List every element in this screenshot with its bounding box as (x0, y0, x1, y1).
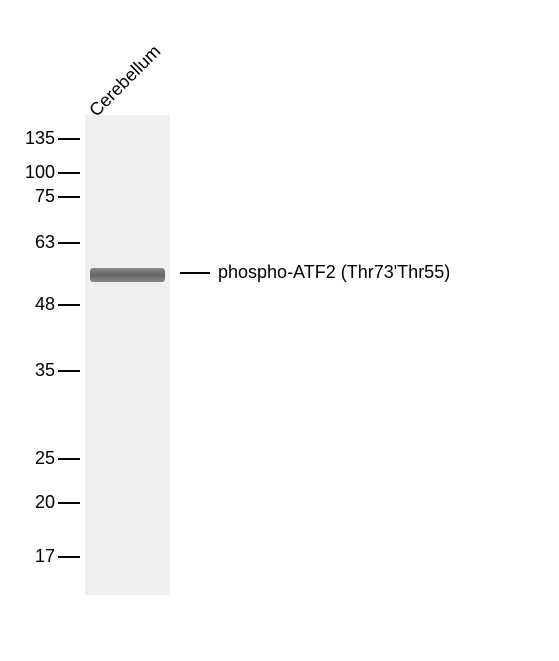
marker-tick-20 (58, 502, 80, 504)
marker-tick-48 (58, 304, 80, 306)
marker-48: 48 (30, 294, 55, 315)
marker-25: 25 (30, 448, 55, 469)
marker-63: 63 (30, 232, 55, 253)
marker-135: 135 (20, 128, 55, 149)
lane-label: Cerebellum (85, 41, 165, 121)
protein-band (90, 268, 165, 282)
marker-17: 17 (30, 546, 55, 567)
marker-tick-135 (58, 138, 80, 140)
western-blot-lane (85, 115, 170, 595)
marker-20: 20 (30, 492, 55, 513)
band-label-tick (180, 272, 210, 274)
marker-tick-25 (58, 458, 80, 460)
marker-100: 100 (20, 162, 55, 183)
marker-tick-35 (58, 370, 80, 372)
marker-tick-63 (58, 242, 80, 244)
marker-35: 35 (30, 360, 55, 381)
marker-75: 75 (30, 186, 55, 207)
marker-tick-75 (58, 196, 80, 198)
marker-tick-100 (58, 172, 80, 174)
band-label: phospho-ATF2 (Thr73'Thr55) (218, 262, 450, 283)
marker-tick-17 (58, 556, 80, 558)
